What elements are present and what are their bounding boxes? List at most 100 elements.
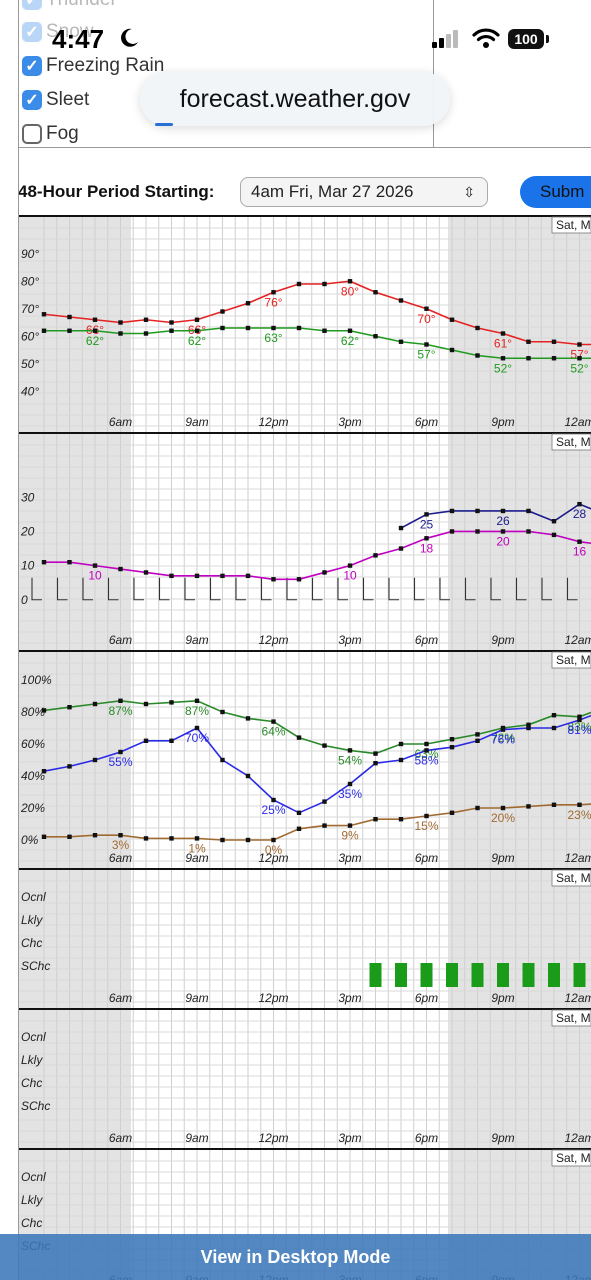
- hazard-checkbox-row[interactable]: ✓ Sleet: [22, 88, 89, 112]
- relative-humidity-point: [271, 719, 276, 724]
- checkbox[interactable]: ✓: [22, 22, 42, 42]
- x-tick-label: 9am: [185, 851, 208, 865]
- y-tick-label: 70°: [21, 302, 39, 316]
- x-tick-label: 6pm: [415, 1131, 438, 1145]
- temperature-point: [347, 279, 353, 284]
- temperature-point: [449, 317, 455, 322]
- x-tick-label: 6am: [109, 415, 132, 429]
- sky-cover-point: [577, 717, 582, 723]
- temperature-point: [526, 339, 531, 344]
- sky-cover-label: 81%: [567, 723, 591, 737]
- temperature-point: [271, 290, 276, 295]
- precip-potential-label: 20%: [491, 811, 515, 825]
- next-day-box: [551, 1009, 591, 1027]
- checkbox[interactable]: ✓: [22, 0, 42, 10]
- relative-humidity-label: 64%: [261, 725, 285, 739]
- precip-potential-point: [373, 817, 378, 822]
- next-day-label: Sat, M: [556, 871, 591, 885]
- sustained-wind-point: [424, 536, 429, 541]
- x-tick-label: 6am: [109, 851, 132, 865]
- desktop-mode-banner[interactable]: View in Desktop Mode: [0, 1234, 591, 1280]
- thunder-bar: [395, 963, 407, 987]
- x-tick-label: 6am: [109, 991, 132, 1005]
- wind-barb: [566, 577, 578, 601]
- temperature-point: [41, 312, 47, 317]
- precip-potential-point: [577, 802, 582, 807]
- category-label: Chc: [21, 936, 42, 950]
- sky-cover-point: [373, 761, 378, 766]
- sustained-wind-point: [245, 573, 251, 579]
- temperature-point: [373, 290, 378, 295]
- relative-humidity-point: [296, 735, 302, 740]
- sky-cover-label: 58%: [414, 753, 438, 767]
- chart-panel-5: [18, 1008, 591, 1148]
- sky-cover-label: 35%: [338, 787, 362, 801]
- precip-potential-point: [449, 810, 455, 815]
- dewpoint-line: [44, 327, 591, 360]
- sky-cover-point: [296, 810, 302, 815]
- period-select[interactable]: 4am Fri, Mar 27 2026 ⇳: [240, 177, 488, 207]
- submit-button[interactable]: Subm: [520, 176, 591, 208]
- checkbox-label: Freezing Rain: [46, 55, 165, 76]
- checkbox[interactable]: ✓: [22, 56, 42, 76]
- night-shading: [18, 433, 131, 650]
- category-label: Lkly: [21, 913, 43, 927]
- thunder-bar: [497, 963, 509, 987]
- sky-cover-label: 25%: [261, 803, 285, 817]
- x-tick-label: 6am: [109, 1131, 132, 1145]
- hazard-checkbox-row[interactable]: ✓ Snow: [22, 20, 94, 44]
- sustained-wind-point: [67, 559, 72, 565]
- hazard-checkbox-row[interactable]: ✓ Thunder: [22, 0, 117, 12]
- wind-barb: [413, 577, 425, 601]
- dewpoint-point: [271, 325, 276, 331]
- wind-gust-point: [526, 508, 531, 514]
- x-tick-label: 12am: [564, 415, 591, 429]
- wind-barb: [82, 577, 93, 601]
- relative-humidity-label: 63%: [414, 747, 438, 761]
- y-tick-label: 90°: [21, 247, 39, 261]
- sky-cover-point: [143, 738, 149, 743]
- checkbox[interactable]: [22, 124, 42, 144]
- wind-barb: [464, 577, 476, 601]
- night-shading: [448, 216, 591, 432]
- hazard-checkbox-row[interactable]: ✓ Freezing Rain: [22, 54, 164, 78]
- y-tick-label: 20: [20, 524, 35, 538]
- wind-barb: [439, 577, 450, 601]
- dewpoint-point: [322, 328, 327, 333]
- checkbox-label: Snow: [46, 21, 94, 42]
- precip-potential-label: 3%: [112, 838, 130, 852]
- temperature-point: [322, 281, 327, 287]
- url-bar[interactable]: forecast.weather.gov: [140, 72, 450, 126]
- sky-cover-point: [118, 749, 123, 755]
- sustained-wind-point: [118, 566, 123, 572]
- precip-potential-point: [194, 836, 200, 841]
- precip-potential-point: [67, 834, 72, 839]
- sustained-wind-point: [92, 563, 98, 568]
- x-tick-label: 12pm: [258, 415, 288, 429]
- dewpoint-point: [245, 325, 251, 331]
- sustained-wind-point: [500, 529, 506, 534]
- relative-humidity-point: [118, 698, 123, 703]
- temperature-point: [143, 317, 149, 322]
- sky-cover-point: [475, 738, 480, 743]
- temperature-point: [118, 320, 123, 325]
- precip-potential-point: [424, 813, 429, 819]
- relative-humidity-point: [143, 701, 149, 707]
- checkbox[interactable]: ✓: [22, 90, 42, 110]
- sustained-wind-point: [398, 546, 404, 551]
- night-shading: [448, 433, 591, 650]
- sustained-wind-point: [169, 573, 174, 579]
- battery-icon: [546, 35, 549, 43]
- dewpoint-point: [220, 325, 225, 331]
- checkbox-label: Thunder: [46, 0, 117, 11]
- relative-humidity-label: 72%: [491, 731, 515, 745]
- temperature-point: [424, 306, 429, 311]
- wind-barb: [235, 577, 246, 601]
- wind-gust-label: 25: [420, 517, 434, 531]
- y-tick-label: 10: [21, 559, 35, 573]
- hazard-checkbox-row[interactable]: Fog: [22, 122, 79, 146]
- sky-cover-point: [41, 769, 47, 774]
- x-tick-label: 9am: [185, 1131, 208, 1145]
- x-tick-label: 3pm: [338, 415, 361, 429]
- x-tick-label: 9am: [185, 633, 208, 647]
